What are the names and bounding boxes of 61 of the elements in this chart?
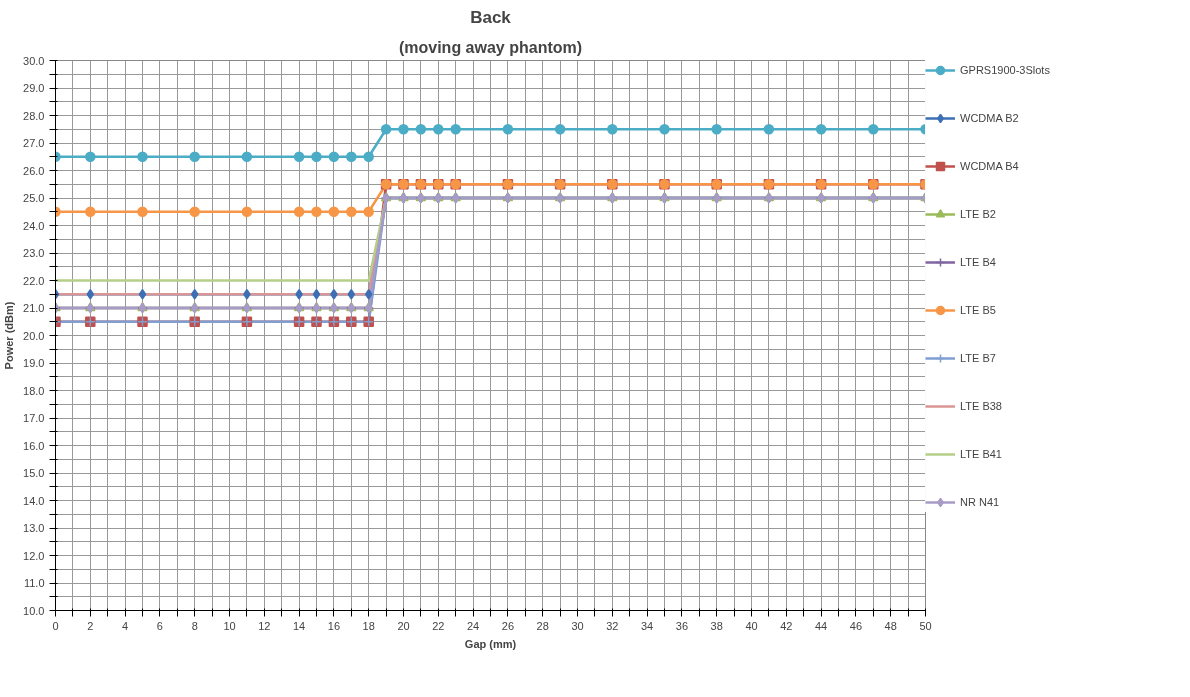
x-tick-label: 50 (919, 619, 932, 632)
y-tick-label: 27.0 (23, 137, 45, 149)
y-tick-label: 30.0 (23, 54, 45, 67)
y-tick-label: 16.0 (23, 439, 45, 452)
legend-label: WCDMA B4 (960, 160, 1019, 172)
y-tick-label: 26.0 (23, 164, 45, 177)
y-tick-label: 21.0 (23, 302, 45, 314)
x-tick-label: 16 (327, 619, 341, 632)
y-tick-label: 19.0 (23, 357, 45, 369)
x-tick-label: 40 (745, 619, 758, 632)
chart-subtitle: (moving away phantom) (398, 38, 583, 56)
x-tick-label: 6 (156, 619, 163, 632)
x-tick-label: 4 (122, 619, 129, 632)
legend-label: LTE B41 (960, 448, 1002, 460)
legend-label: LTE B5 (960, 304, 996, 316)
legend-label: LTE B38 (960, 400, 1002, 412)
x-tick-label: 0 (52, 619, 59, 632)
x-tick-label: 10 (223, 619, 236, 632)
x-tick-label: 38 (710, 619, 723, 632)
legend-label: GPRS1900-3Slots (960, 64, 1050, 76)
x-tick-label: 26 (501, 619, 515, 632)
x-tick-label: 36 (675, 619, 689, 632)
x-tick-label: 48 (884, 619, 897, 632)
x-tick-label: 32 (606, 619, 619, 632)
x-axis-title: Gap (mm) (464, 637, 517, 650)
y-tick-label: 13.0 (23, 522, 45, 534)
x-tick-label: 30 (571, 619, 584, 632)
y-tick-label: 25.0 (23, 192, 45, 204)
x-tick-label: 2 (87, 619, 94, 632)
x-tick-label: 46 (849, 619, 863, 632)
y-tick-label: 20.0 (23, 329, 45, 342)
legend-label: LTE B4 (960, 256, 996, 268)
y-tick-label: 22.0 (23, 274, 45, 287)
legend-label: NR N41 (960, 496, 1000, 508)
legend-label: WCDMA B2 (960, 112, 1019, 124)
x-tick-label: 44 (814, 619, 828, 632)
x-tick-label: 22 (432, 619, 445, 632)
x-tick-label: 18 (362, 619, 375, 632)
y-tick-label: 24.0 (23, 219, 45, 232)
legend-label: LTE B2 (960, 208, 996, 220)
y-tick-label: 23.0 (23, 247, 45, 259)
y-tick-label: 12.0 (23, 549, 45, 562)
x-tick-label: 42 (780, 619, 793, 632)
y-tick-label: 11.0 (23, 577, 45, 589)
legend-label: LTE B7 (960, 352, 996, 364)
x-tick-label: 8 (191, 619, 198, 632)
y-tick-label: 14.0 (23, 494, 45, 507)
y-tick-label: 10.0 (23, 604, 45, 617)
x-tick-label: 28 (536, 619, 549, 632)
x-tick-label: 20 (397, 619, 410, 632)
y-tick-label: 17.0 (23, 412, 45, 424)
chart-title: Back (470, 7, 512, 27)
x-tick-label: 12 (258, 619, 271, 632)
y-tick-label: 28.0 (23, 109, 45, 122)
x-tick-label: 34 (640, 619, 654, 632)
y-tick-label: 29.0 (23, 82, 45, 94)
x-tick-label: 14 (292, 619, 306, 632)
x-tick-label: 24 (466, 619, 480, 632)
y-tick-label: 15.0 (23, 467, 45, 479)
y-axis-title: Power (dBm) (3, 301, 16, 370)
y-tick-label: 18.0 (23, 384, 45, 397)
